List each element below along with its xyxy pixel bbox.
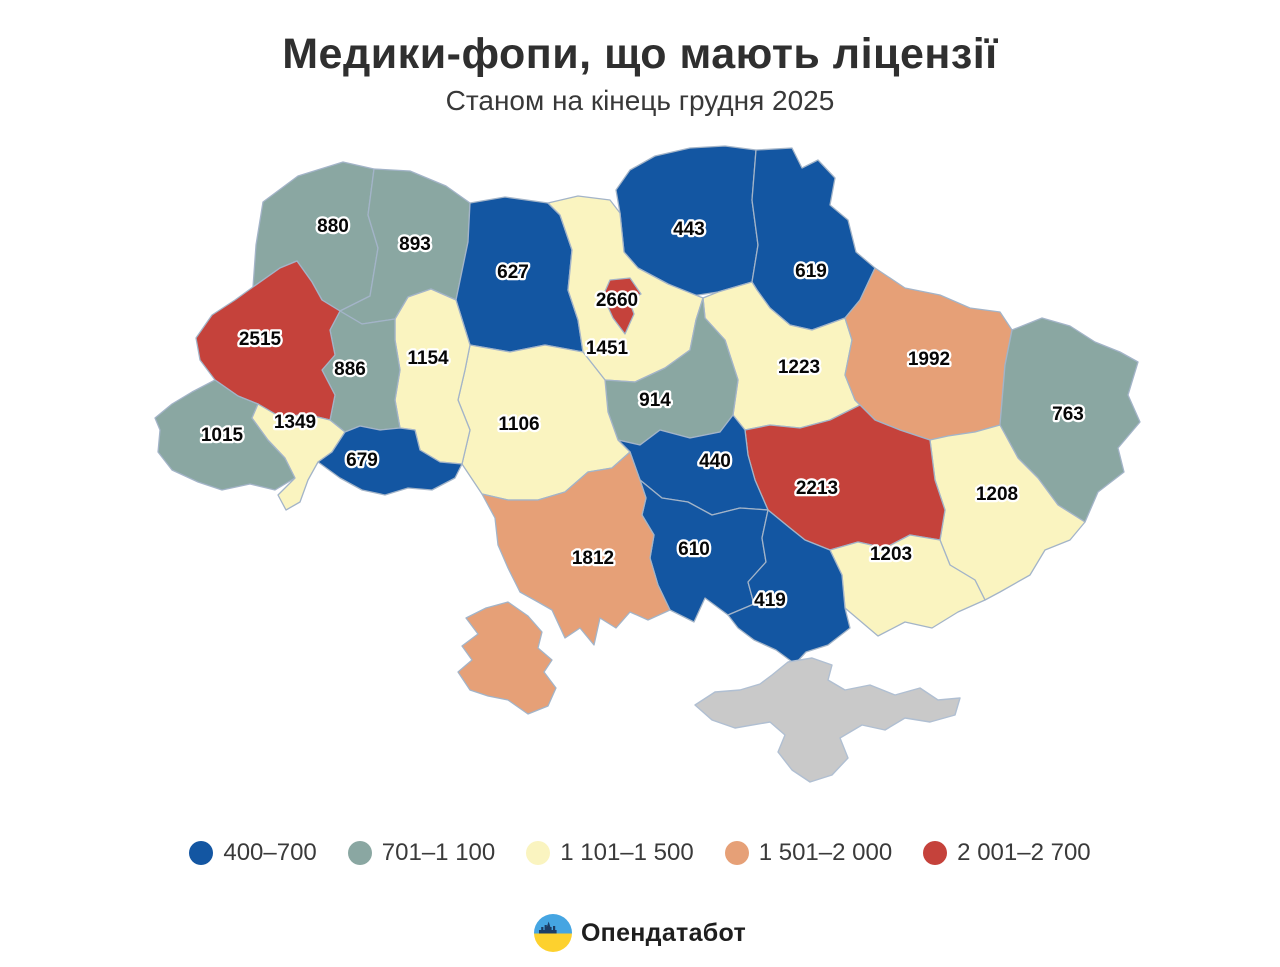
legend-swatch-band-2-icon: [347, 841, 372, 865]
region-odesa: [457, 451, 671, 715]
region-khmelnytskyi-value: 1154: [407, 348, 449, 369]
region-poltava-value: 1223: [778, 357, 820, 378]
legend-item-band-2: 701–1 100: [347, 839, 496, 867]
legend-label-band-1: 400–700: [223, 839, 317, 866]
legend-label-band-3: 1 101–1 500: [560, 839, 694, 866]
region-kyiv-city-value: 2660: [596, 290, 638, 311]
region-zaporizhzhia-value: 1203: [870, 544, 912, 565]
region-zakarpattia-value: 1015: [201, 425, 244, 446]
opendatabot-logo-icon: [533, 914, 572, 952]
region-kirovohrad-value: 440: [699, 451, 731, 472]
page-title: Медики-фопи, що мають ліцензії: [282, 30, 998, 78]
legend-swatch-band-4-icon: [724, 841, 749, 865]
brand-name: Опендатабот: [580, 918, 747, 947]
region-ivano-frankivsk: [251, 403, 346, 511]
legend-label-band-2: 701–1 100: [381, 839, 496, 866]
legend-label-band-4: 1 501–2 000: [758, 839, 893, 866]
region-vinnytsia-value: 1106: [498, 414, 539, 435]
legend-swatch-band-1-icon: [189, 841, 214, 865]
region-chernivtsi-value: 679: [346, 450, 378, 471]
region-sumy: [751, 147, 876, 331]
legend-swatch-band-5-icon: [923, 841, 948, 865]
region-lviv-value: 2515: [239, 329, 282, 350]
region-kherson-value: 419: [754, 590, 786, 611]
region-ternopil-value: 886: [334, 359, 366, 380]
region-kyiv-city: [602, 277, 642, 335]
region-odesa-value: 1812: [572, 548, 614, 569]
region-volyn-value: 880: [317, 216, 349, 237]
region-mykolaiv-value: 610: [678, 539, 710, 560]
legend: 400–700 701–1 100 1 101–1 500 1 501–2 00…: [0, 839, 1280, 867]
region-dnipropetrovsk-value: 2213: [796, 478, 838, 499]
page-subtitle: Станом на кінець грудня 2025: [445, 85, 835, 116]
region-cherkasy-value: 914: [639, 390, 671, 411]
region-chernihiv-value: 443: [673, 219, 705, 240]
region-kharkiv-value: 1992: [908, 349, 950, 370]
brand-footer: Опендатабот: [0, 914, 1280, 952]
legend-swatch-band-3-icon: [526, 841, 551, 865]
region-zhytomyr-value: 627: [497, 262, 529, 283]
region-zaporizhzhia: [829, 534, 986, 637]
region-kyiv-oblast-value: 1451: [586, 338, 629, 359]
region-crimea-no-data: [694, 657, 961, 783]
region-donetsk-value: 1208: [976, 484, 1018, 505]
region-sumy-value: 619: [795, 261, 827, 282]
map-regions: [154, 145, 1141, 783]
legend-item-band-3: 1 101–1 500: [526, 839, 694, 867]
region-luhansk-value: 763: [1052, 404, 1084, 425]
region-ivano-frankivsk-value: 1349: [274, 412, 316, 433]
region-chernivtsi: [317, 425, 463, 496]
legend-item-band-4: 1 501–2 000: [724, 839, 893, 867]
legend-item-band-5: 2 001–2 700: [923, 839, 1091, 867]
region-rivne-value: 893: [399, 234, 431, 255]
legend-label-band-5: 2 001–2 700: [957, 839, 1091, 866]
legend-item-band-1: 400–700: [189, 839, 317, 867]
map-value-labels: 880 893 627 443 619 2660 1451 2515 886 1…: [199, 214, 1086, 614]
